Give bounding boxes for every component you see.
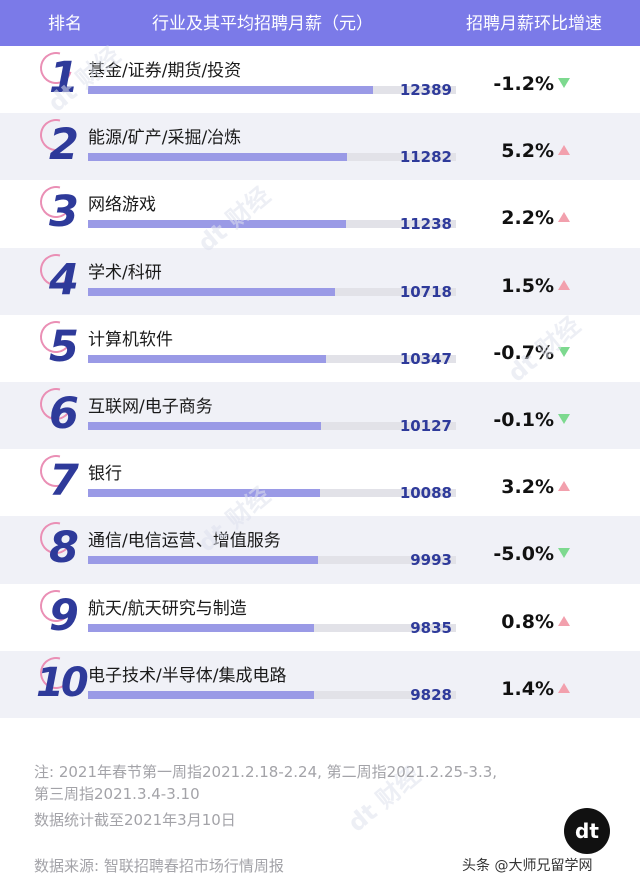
industry-label: 通信/电信运营、增值服务 xyxy=(88,531,281,552)
salary-bar xyxy=(88,623,315,632)
header-industry: 行业及其平均招聘月薪（元） xyxy=(152,14,373,34)
table-row: 3 网络游戏 11238 2.2% xyxy=(0,180,640,247)
triangle-up-icon xyxy=(558,682,570,693)
salary-value: 10127 xyxy=(399,417,452,435)
rank-number: 1 xyxy=(49,53,79,103)
salary-value: 12389 xyxy=(399,81,452,99)
industry-label: 航天/航天研究与制造 xyxy=(88,598,247,619)
header-rank: 排名 xyxy=(48,14,82,34)
rank-number: 5 xyxy=(49,321,79,372)
industry-label: 基金/证券/期货/投资 xyxy=(88,61,242,81)
rank-number: 6 xyxy=(49,389,79,439)
salary-value: 9835 xyxy=(410,618,452,637)
industry-label: 学术/科研 xyxy=(88,262,162,283)
salary-value: 10088 xyxy=(399,484,452,503)
industry-label: 计算机软件 xyxy=(88,329,173,350)
triangle-up-icon xyxy=(558,212,570,223)
rank-number: 9 xyxy=(49,590,79,641)
rank-number: 2 xyxy=(49,120,79,171)
triangle-down-icon xyxy=(558,78,570,88)
rank-number: 3 xyxy=(49,187,79,238)
industry-label: 银行 xyxy=(88,464,122,485)
table-row: 4 学术/科研 10718 1.5% xyxy=(0,247,640,315)
rank-number: 8 xyxy=(49,523,79,574)
growth-value: 3.2% xyxy=(501,476,554,499)
bar-track xyxy=(88,153,456,162)
industry-label: 电子技术/半导体/集成电路 xyxy=(88,665,287,686)
table-row: 1 基金/证券/期货/投资 12389 -1.2% xyxy=(0,46,640,113)
bar-track xyxy=(88,623,456,632)
bar-track xyxy=(88,690,456,699)
bar-track xyxy=(88,220,456,229)
triangle-down-icon xyxy=(558,548,570,559)
header-change: 招聘月薪环比增速 xyxy=(466,14,602,34)
salary-bar xyxy=(88,287,335,296)
growth-value: 0.8% xyxy=(501,610,554,633)
bar-track xyxy=(88,354,456,363)
salary-value: 9993 xyxy=(410,551,452,570)
brand-logo: dt xyxy=(564,808,610,854)
triangle-down-icon xyxy=(558,346,570,357)
growth-value: 1.4% xyxy=(501,677,554,700)
table-row: 10 电子技术/半导体/集成电路 9828 1.4% xyxy=(0,650,640,718)
bar-track xyxy=(88,86,456,94)
note-line-1: 注: 2021年春节第一周指2021.2.18-2.24, 第二周指2021.2… xyxy=(34,763,498,781)
triangle-up-icon xyxy=(558,615,570,626)
salary-value: 11238 xyxy=(399,215,452,234)
bar-track xyxy=(88,489,456,498)
salary-value: 9828 xyxy=(410,685,452,704)
table-row: 2 能源/矿产/采掘/冶炼 11282 5.2% xyxy=(0,113,640,181)
note-line-2: 第三周指2021.3.4-3.10 xyxy=(34,785,200,803)
salary-bar xyxy=(88,422,321,430)
bar-track xyxy=(88,422,456,430)
triangle-up-icon xyxy=(558,481,570,492)
bar-track xyxy=(88,287,456,296)
salary-bar xyxy=(88,556,318,565)
table-row: 7 银行 10088 3.2% xyxy=(0,449,640,516)
table-row: 6 互联网/电子商务 10127 -0.1% xyxy=(0,382,640,450)
table-row: 9 航天/航天研究与制造 9835 0.8% xyxy=(0,583,640,651)
growth-value: -5.0% xyxy=(493,543,554,566)
salary-value: 10347 xyxy=(399,349,452,368)
note-line-3: 数据统计截至2021年3月10日 xyxy=(34,811,236,829)
salary-bar xyxy=(88,354,326,363)
rank-number: 10 xyxy=(36,659,89,706)
industry-label: 能源/矿产/采掘/冶炼 xyxy=(88,128,242,149)
table-header: 排名 行业及其平均招聘月薪（元） 招聘月薪环比增速 xyxy=(0,0,640,46)
rank-number: 4 xyxy=(49,254,79,305)
growth-value: 2.2% xyxy=(501,207,554,230)
growth-value: -0.1% xyxy=(493,409,554,431)
salary-bar xyxy=(88,690,315,699)
table-row: 5 计算机软件 10347 -0.7% xyxy=(0,314,640,382)
credit-text: 头条 @大师兄留学网 xyxy=(462,858,593,874)
salary-bar xyxy=(88,489,321,498)
table-row: 8 通信/电信运营、增值服务 9993 -5.0% xyxy=(0,516,640,584)
bar-track xyxy=(88,556,456,565)
triangle-up-icon xyxy=(558,279,570,290)
industry-label: 互联网/电子商务 xyxy=(88,397,213,417)
salary-value: 11282 xyxy=(399,148,452,167)
growth-value: 1.5% xyxy=(501,274,554,297)
rank-number: 7 xyxy=(49,456,79,507)
salary-value: 10718 xyxy=(399,282,452,301)
industry-label: 网络游戏 xyxy=(88,195,156,216)
triangle-down-icon xyxy=(558,414,570,424)
source-note: 数据来源: 智联招聘春招市场行情周报 xyxy=(34,857,284,875)
salary-bar xyxy=(88,153,348,162)
growth-value: 5.2% xyxy=(501,140,554,163)
triangle-up-icon xyxy=(558,145,570,156)
salary-bar xyxy=(88,220,347,229)
ranking-chart: 1 基金/证券/期货/投资 12389 -1.2% 2 能源/矿产/采掘/冶炼 11282 5… xyxy=(0,46,640,718)
growth-value: -1.2% xyxy=(493,73,554,95)
salary-bar xyxy=(88,86,373,94)
growth-value: -0.7% xyxy=(493,341,554,364)
